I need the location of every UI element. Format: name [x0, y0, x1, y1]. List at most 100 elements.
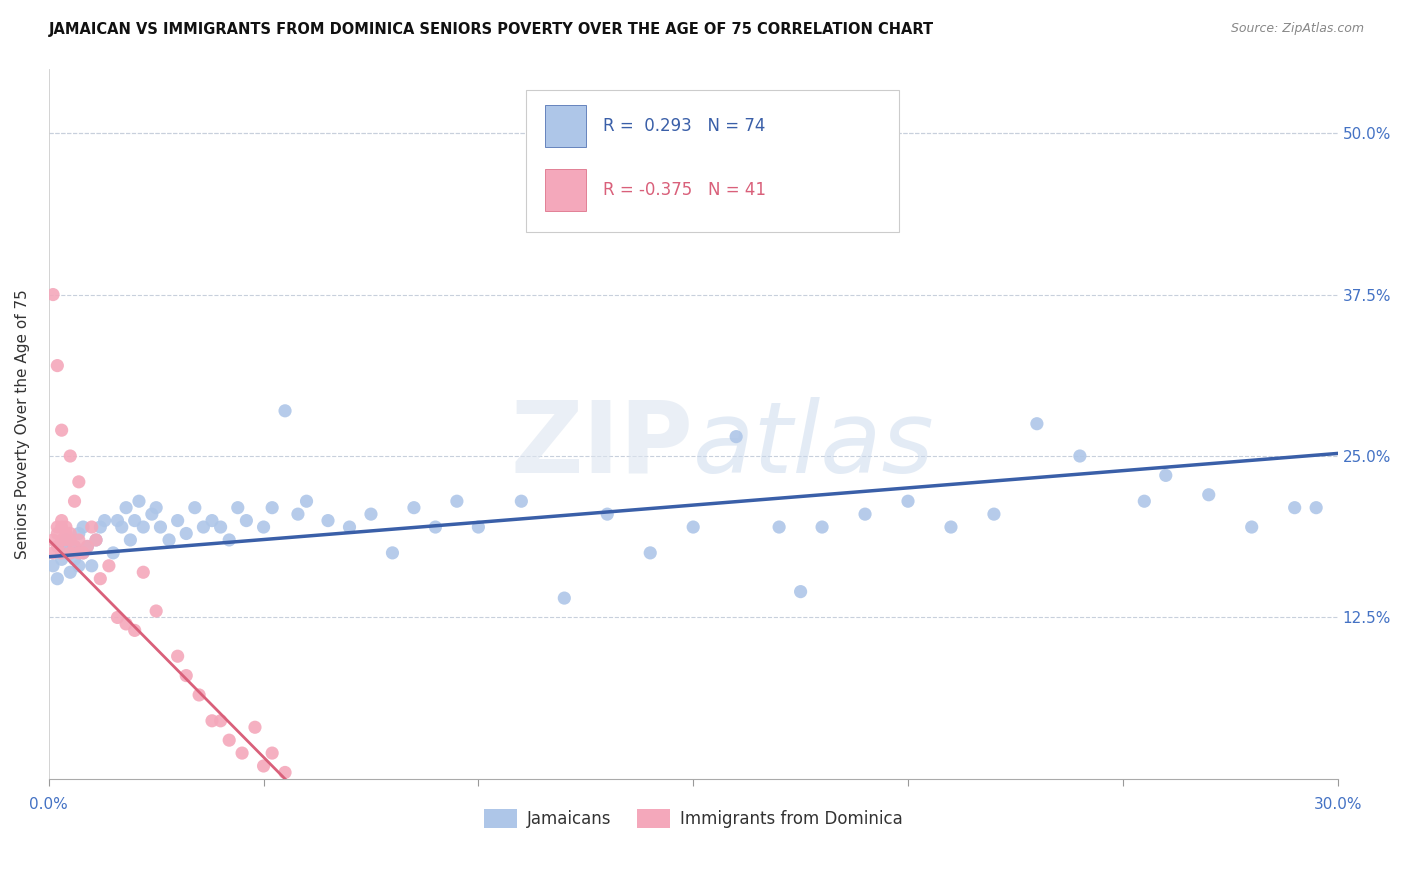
Point: [467, 520, 489, 534]
Point: [209, 520, 232, 534]
Point: [80, 558, 103, 573]
Point: [1284, 500, 1306, 515]
Point: [59, 449, 82, 463]
Point: [811, 520, 834, 534]
FancyBboxPatch shape: [526, 90, 900, 232]
Point: [89, 572, 111, 586]
Point: [67, 533, 90, 547]
Point: [51, 520, 73, 534]
Point: [59, 546, 82, 560]
Point: [63, 540, 86, 554]
Point: [67, 546, 90, 560]
Point: [76, 540, 98, 554]
Point: [63, 494, 86, 508]
Point: [46, 572, 69, 586]
Point: [262, 746, 284, 760]
Point: [63, 540, 86, 554]
Point: [63, 552, 86, 566]
Point: [209, 714, 232, 728]
Point: [51, 514, 73, 528]
Point: [67, 558, 90, 573]
Point: [725, 430, 748, 444]
Point: [184, 500, 207, 515]
Point: [120, 533, 142, 547]
Point: [51, 540, 73, 554]
Point: [55, 533, 77, 547]
Point: [51, 423, 73, 437]
Point: [1198, 488, 1220, 502]
Text: ZIP: ZIP: [510, 397, 693, 493]
Point: [103, 546, 125, 560]
Point: [149, 520, 172, 534]
Point: [46, 359, 69, 373]
Point: [252, 520, 274, 534]
Text: R =  0.293   N = 74: R = 0.293 N = 74: [603, 117, 765, 135]
Point: [72, 546, 94, 560]
Point: [983, 507, 1005, 521]
Point: [67, 475, 90, 489]
Point: [145, 604, 167, 618]
Point: [287, 507, 309, 521]
Point: [262, 500, 284, 515]
Point: [124, 624, 146, 638]
Point: [897, 494, 920, 508]
Point: [59, 566, 82, 580]
Point: [55, 526, 77, 541]
Point: [141, 507, 163, 521]
Point: [72, 546, 94, 560]
Point: [111, 520, 134, 534]
Point: [97, 558, 120, 573]
Point: [72, 520, 94, 534]
Point: [89, 520, 111, 534]
Point: [166, 649, 188, 664]
Point: [76, 540, 98, 554]
Point: [339, 520, 361, 534]
Point: [124, 514, 146, 528]
Point: [59, 546, 82, 560]
Point: [226, 500, 249, 515]
Point: [80, 520, 103, 534]
FancyBboxPatch shape: [546, 105, 586, 146]
Point: [84, 533, 107, 547]
Point: [1133, 494, 1156, 508]
Point: [1069, 449, 1091, 463]
Point: [201, 714, 224, 728]
Point: [188, 688, 211, 702]
Point: [51, 546, 73, 560]
Point: [166, 514, 188, 528]
Point: [274, 404, 297, 418]
Point: [1240, 520, 1263, 534]
Point: [145, 500, 167, 515]
Point: [132, 520, 155, 534]
Point: [59, 526, 82, 541]
Point: [316, 514, 339, 528]
Point: [789, 584, 811, 599]
Text: R = -0.375   N = 41: R = -0.375 N = 41: [603, 181, 766, 199]
Point: [682, 520, 704, 534]
Point: [596, 507, 619, 521]
Point: [42, 287, 65, 301]
Point: [67, 526, 90, 541]
Point: [768, 520, 790, 534]
Point: [939, 520, 962, 534]
Point: [42, 533, 65, 547]
Point: [853, 507, 876, 521]
Point: [51, 552, 73, 566]
Point: [553, 591, 575, 606]
Point: [295, 494, 318, 508]
Point: [107, 514, 129, 528]
Point: [42, 546, 65, 560]
Point: [46, 520, 69, 534]
Point: [46, 540, 69, 554]
Point: [193, 520, 215, 534]
Point: [402, 500, 425, 515]
Point: [1154, 468, 1177, 483]
Point: [381, 546, 404, 560]
Point: [174, 526, 197, 541]
FancyBboxPatch shape: [546, 169, 586, 211]
Point: [42, 558, 65, 573]
Point: [93, 514, 115, 528]
Point: [218, 533, 240, 547]
Point: [425, 520, 447, 534]
Point: [1305, 500, 1327, 515]
